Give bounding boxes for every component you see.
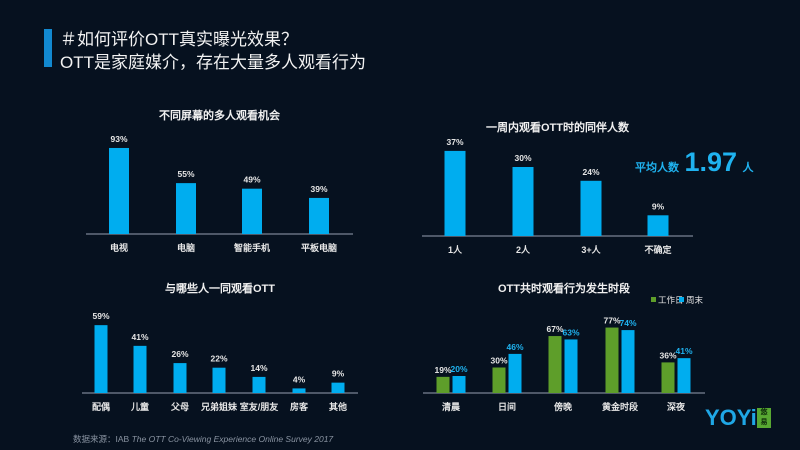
value-label: 93% (110, 134, 127, 144)
chart-title: 不同屏幕的多人观看机会 (159, 108, 281, 122)
value-label: 9% (652, 201, 665, 211)
value-label: 74% (619, 318, 636, 328)
value-label: 39% (310, 184, 327, 194)
bar (133, 345, 147, 393)
average-label: 平均人数 (635, 162, 679, 174)
bar (242, 188, 262, 234)
value-label: 36% (659, 350, 676, 360)
value-label: 22% (210, 354, 227, 364)
category-label: 3+人 (581, 244, 601, 255)
bar-weekday (492, 367, 506, 393)
value-label: 67% (546, 324, 563, 334)
bar (173, 363, 187, 393)
yoyi-logo: YOYi 悠 易 (705, 405, 795, 431)
source-title: The OTT Co-Viewing Experience Online Sur… (131, 434, 334, 444)
average-value: 1.97 (684, 147, 738, 177)
category-label: 电视 (110, 242, 128, 253)
bar (292, 388, 306, 393)
bar (252, 376, 266, 393)
value-label: 24% (582, 167, 599, 177)
chart-title: 与哪些人一同观看OTT (165, 281, 275, 295)
category-label: 日间 (498, 401, 516, 412)
legend-label-weekend: 周末 (686, 295, 704, 305)
source-prefix: 数据来源：IAB (73, 434, 132, 444)
logo-char-2: 易 (760, 419, 768, 426)
legend-swatch-weekend (679, 297, 684, 302)
bar (94, 325, 108, 393)
category-label: 配偶 (92, 401, 110, 412)
legend-swatch-weekday (651, 297, 656, 302)
category-label: 1人 (448, 244, 463, 255)
category-label: 黄金时段 (602, 401, 639, 412)
category-label: 室友/朋友 (240, 401, 279, 412)
value-label: 77% (603, 316, 620, 326)
bar (647, 215, 669, 236)
bar-weekday (661, 362, 675, 393)
value-label: 49% (243, 175, 260, 185)
bar-weekday (436, 376, 450, 393)
value-label: 4% (293, 374, 306, 384)
category-label: 电脑 (177, 242, 195, 253)
bar-weekend (564, 339, 578, 393)
chart-title: 一周内观看OTT时的同伴人数 (486, 120, 630, 134)
bar (309, 197, 329, 234)
data-source: 数据来源：IAB The OTT Co-Viewing Experience O… (73, 433, 333, 445)
category-label: 儿童 (130, 401, 149, 412)
page-subtitle: OTT是家庭媒介，存在大量多人观看行为 (60, 53, 366, 72)
category-label: 平板电脑 (301, 242, 337, 253)
bar-weekday (605, 327, 619, 393)
bar-weekday (548, 336, 562, 393)
value-label: 30% (490, 356, 507, 366)
bar (212, 367, 226, 393)
bar (331, 382, 345, 393)
bar (512, 167, 534, 236)
value-label: 37% (446, 137, 463, 147)
category-label: 清晨 (442, 401, 461, 412)
category-label: 傍晚 (554, 401, 572, 412)
category-label: 其他 (329, 401, 347, 412)
value-label: 26% (171, 349, 188, 359)
category-label: 父母 (170, 402, 189, 412)
title-accent-bar (44, 29, 52, 67)
value-label: 14% (250, 363, 267, 373)
bar-weekend (677, 358, 691, 393)
bar (444, 150, 466, 236)
value-label: 63% (562, 327, 579, 337)
bar-weekend (508, 353, 522, 393)
value-label: 46% (506, 342, 523, 352)
category-label: 深夜 (667, 401, 686, 412)
category-label: 不确定 (644, 244, 672, 255)
bar (176, 183, 196, 234)
value-label: 9% (332, 369, 345, 379)
category-label: 2人 (516, 244, 531, 255)
category-label: 房客 (290, 401, 309, 412)
bar (109, 147, 129, 234)
value-label: 55% (177, 169, 194, 179)
value-label: 30% (514, 153, 531, 163)
category-label: 智能手机 (234, 242, 270, 253)
page-question: ＃如何评价OTT真实曝光效果？ (60, 30, 298, 49)
bar (580, 180, 602, 236)
bar-weekend (621, 330, 635, 393)
logo-badge: 悠 易 (757, 408, 771, 428)
value-label: 59% (92, 311, 109, 321)
average-companions: 平均人数 1.97 人 (635, 147, 753, 178)
average-unit: 人 (742, 162, 754, 174)
value-label: 41% (675, 346, 692, 356)
chart-title: OTT共时观看行为发生时段 (498, 281, 630, 295)
legend-label-weekday: 工作日 (658, 295, 684, 305)
category-label: 兄弟姐妹 (200, 401, 238, 412)
logo-text: YOYi (705, 405, 757, 430)
value-label: 19% (434, 365, 451, 375)
bar-weekend (452, 376, 466, 393)
value-label: 20% (450, 364, 467, 374)
value-label: 41% (131, 332, 148, 342)
logo-char-1: 悠 (760, 409, 768, 416)
